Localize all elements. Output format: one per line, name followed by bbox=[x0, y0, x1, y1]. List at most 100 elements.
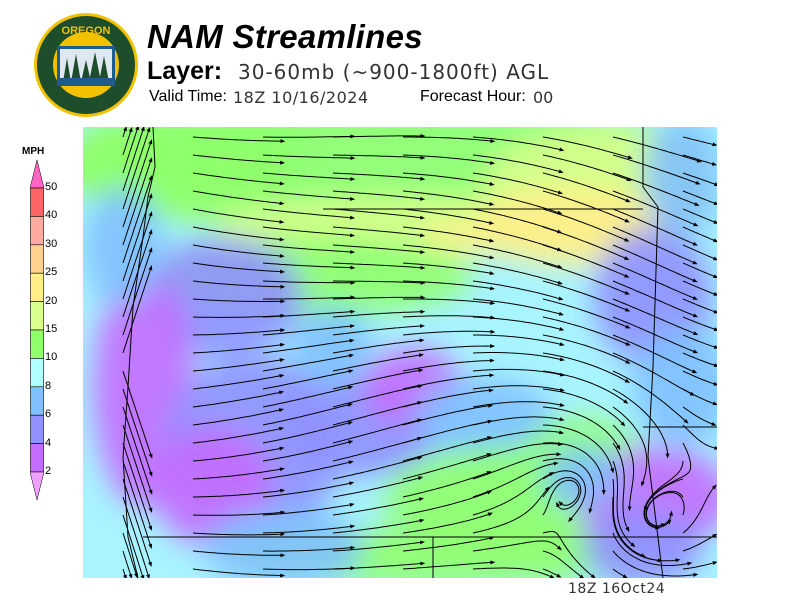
streamline bbox=[612, 172, 700, 206]
coastline bbox=[122, 126, 156, 579]
map-timestamp: 18Z 16Oct24 bbox=[568, 581, 666, 597]
streamline bbox=[472, 316, 565, 331]
streamline bbox=[332, 418, 423, 444]
streamline bbox=[262, 460, 354, 480]
streamline bbox=[262, 421, 354, 444]
streamline bbox=[682, 316, 719, 331]
streamline bbox=[333, 280, 426, 285]
streamline bbox=[612, 406, 648, 487]
streamline bbox=[542, 208, 630, 242]
streamline bbox=[402, 453, 492, 480]
streamline bbox=[262, 280, 356, 285]
streamline bbox=[472, 368, 565, 377]
streamline bbox=[122, 157, 153, 246]
streamline bbox=[542, 550, 585, 580]
streamline bbox=[542, 388, 626, 427]
streamline bbox=[542, 352, 631, 383]
streamline bbox=[682, 280, 719, 296]
streamline bbox=[644, 478, 684, 528]
streamline bbox=[472, 136, 565, 152]
legend-band bbox=[30, 414, 44, 444]
streamline bbox=[122, 568, 127, 580]
streamline bbox=[192, 154, 286, 165]
streamline bbox=[645, 491, 685, 528]
svg-text:OREGON: OREGON bbox=[62, 25, 111, 37]
streamline bbox=[192, 446, 285, 462]
streamline bbox=[682, 172, 720, 186]
streamline bbox=[682, 424, 720, 450]
legend-band bbox=[30, 386, 44, 416]
legend-tick-label: 6 bbox=[45, 408, 52, 421]
streamline bbox=[193, 488, 286, 498]
legend-tick-label: 8 bbox=[45, 379, 52, 392]
streamline bbox=[542, 458, 594, 514]
wind-speed-area bbox=[633, 327, 733, 447]
streamline bbox=[332, 518, 425, 534]
streamline bbox=[472, 280, 564, 301]
streamline bbox=[402, 280, 496, 291]
streamline bbox=[332, 154, 426, 160]
streamline bbox=[542, 244, 630, 278]
streamline bbox=[612, 136, 702, 163]
streamline bbox=[262, 369, 354, 390]
streamline bbox=[542, 190, 630, 223]
streamline bbox=[403, 298, 496, 306]
legend-band bbox=[30, 443, 44, 473]
streamline bbox=[122, 126, 133, 156]
streamline bbox=[332, 208, 426, 220]
wind-speed-area bbox=[543, 447, 623, 507]
legend-tick-label: 20 bbox=[45, 294, 58, 307]
streamline bbox=[332, 226, 426, 238]
streamline bbox=[612, 154, 701, 185]
streamline bbox=[332, 497, 424, 516]
streamline bbox=[402, 315, 496, 320]
streamline bbox=[262, 502, 355, 516]
streamline bbox=[612, 460, 636, 548]
streamline bbox=[402, 560, 496, 570]
streamline bbox=[402, 490, 493, 516]
streamline bbox=[192, 390, 285, 408]
streamline bbox=[192, 550, 286, 558]
agency-logo: OREGON bbox=[33, 12, 139, 118]
streamline bbox=[542, 298, 631, 329]
streamline bbox=[682, 406, 717, 426]
streamline bbox=[332, 295, 426, 300]
streamline bbox=[262, 262, 356, 270]
layer-label: Layer: bbox=[147, 57, 223, 85]
streamline bbox=[612, 262, 698, 300]
streamline bbox=[542, 530, 596, 579]
streamline bbox=[682, 352, 719, 367]
streamline bbox=[332, 401, 423, 426]
streamline bbox=[332, 172, 426, 181]
streamline bbox=[262, 309, 356, 318]
legend-tick-label: 2 bbox=[45, 465, 52, 477]
streamline bbox=[122, 370, 153, 459]
page-title: NAM Streamlines bbox=[147, 18, 423, 55]
streamline bbox=[682, 388, 718, 406]
streamline bbox=[192, 280, 286, 289]
streamline bbox=[402, 344, 496, 354]
streamline bbox=[332, 476, 424, 498]
streamline bbox=[122, 175, 153, 264]
streamline bbox=[192, 568, 286, 578]
streamline bbox=[682, 484, 717, 534]
streamline bbox=[682, 244, 719, 261]
streamline bbox=[332, 244, 426, 254]
legend-tick-label: 40 bbox=[45, 209, 58, 222]
streamline bbox=[682, 208, 719, 224]
streamline bbox=[262, 154, 356, 161]
streamline bbox=[263, 545, 356, 552]
streamline bbox=[192, 342, 286, 354]
streamline bbox=[192, 172, 285, 186]
legend-band bbox=[30, 216, 44, 246]
streamline bbox=[682, 154, 718, 166]
streamline bbox=[192, 208, 285, 224]
streamline bbox=[472, 401, 565, 408]
streamline bbox=[542, 470, 586, 523]
streamline bbox=[122, 388, 153, 477]
streamline bbox=[542, 316, 631, 346]
streamline bbox=[612, 532, 693, 566]
streamline bbox=[122, 460, 153, 549]
streamline bbox=[682, 226, 719, 243]
streamline bbox=[332, 384, 423, 408]
